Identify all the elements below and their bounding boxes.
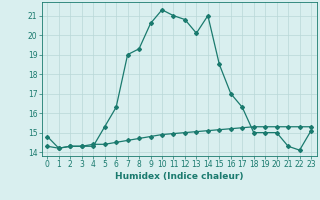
- X-axis label: Humidex (Indice chaleur): Humidex (Indice chaleur): [115, 172, 244, 181]
